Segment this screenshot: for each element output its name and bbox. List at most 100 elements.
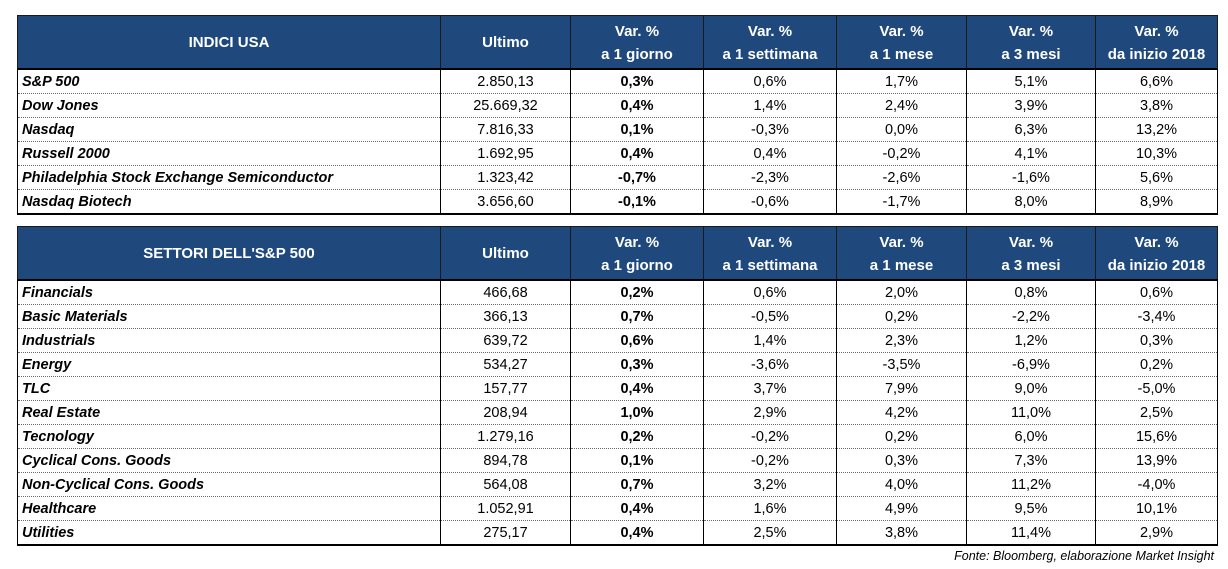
column-header-var-1w: Var. % a 1 settimana — [703, 226, 837, 281]
row-name-cell: Energy — [17, 352, 441, 377]
table-row: Non-Cyclical Cons. Goods 564,08 0,7% 3,2% 4,… — [17, 472, 1218, 497]
var-3-months-cell: -2,2% — [966, 304, 1096, 329]
var-1-day-cell: 0,4% — [570, 376, 704, 401]
var-1-month-cell: 3,8% — [836, 520, 967, 546]
table-row: TLC 157,77 0,4% 3,7% 7,9% 9,0% -5,0% — [17, 376, 1218, 401]
var-1-week-cell: 2,5% — [703, 520, 837, 546]
last-value-cell: 466,68 — [440, 280, 571, 305]
table-row: Dow Jones 25.669,32 0,4% 1,4% 2,4% 3,9% 3,8% — [17, 93, 1218, 118]
var-ytd-cell: 15,6% — [1095, 424, 1218, 449]
row-name-cell: Non-Cyclical Cons. Goods — [17, 472, 441, 497]
last-value-cell: 1.279,16 — [440, 424, 571, 449]
row-name-cell: Industrials — [17, 328, 441, 353]
table-body: Financials 466,68 0,2% 0,6% 2,0% 0,8% 0,6% Basi… — [17, 280, 1218, 546]
last-value-cell: 7.816,33 — [440, 117, 571, 142]
var-3-months-cell: 3,9% — [966, 93, 1096, 118]
var-3-months-cell: 0,8% — [966, 280, 1096, 305]
var-3-months-cell: -6,9% — [966, 352, 1096, 377]
var-3-months-cell: 7,3% — [966, 448, 1096, 473]
table-row: Energy 534,27 0,3% -3,6% -3,5% -6,9% 0,2% — [17, 352, 1218, 377]
var-1-day-cell: 0,1% — [570, 448, 704, 473]
column-header-var-3m: Var. % a 3 mesi — [966, 15, 1096, 70]
var-1-week-cell: 3,7% — [703, 376, 837, 401]
table-row: Cyclical Cons. Goods 894,78 0,1% -0,2% 0,3% 7… — [17, 448, 1218, 473]
var-ytd-cell: 0,3% — [1095, 328, 1218, 353]
last-value-cell: 1.323,42 — [440, 165, 571, 190]
var-ytd-cell: 0,6% — [1095, 280, 1218, 305]
var-ytd-cell: 3,8% — [1095, 93, 1218, 118]
var-1-month-cell: -2,6% — [836, 165, 967, 190]
var-ytd-cell: -3,4% — [1095, 304, 1218, 329]
table-row: Nasdaq Biotech 3.656,60 -0,1% -0,6% -1,7% 8,0… — [17, 189, 1218, 215]
table-row: Nasdaq 7.816,33 0,1% -0,3% 0,0% 6,3% 13,2% — [17, 117, 1218, 142]
last-value-cell: 564,08 — [440, 472, 571, 497]
column-header-var-1m: Var. % a 1 mese — [836, 226, 967, 281]
var-1-week-cell: -0,6% — [703, 189, 837, 215]
table-title: SETTORI DELL'S&P 500 — [17, 226, 441, 281]
table-row: Real Estate 208,94 1,0% 2,9% 4,2% 11,0% 2,5% — [17, 400, 1218, 425]
row-name-cell: Philadelphia Stock Exchange Semiconducto… — [17, 165, 441, 190]
last-value-cell: 208,94 — [440, 400, 571, 425]
var-1-week-cell: -3,6% — [703, 352, 837, 377]
var-1-month-cell: 2,4% — [836, 93, 967, 118]
var-3-months-cell: 11,4% — [966, 520, 1096, 546]
var-ytd-cell: 8,9% — [1095, 189, 1218, 215]
source-note: Fonte: Bloomberg, elaborazione Market In… — [954, 549, 1214, 563]
row-name-cell: Financials — [17, 280, 441, 305]
var-ytd-cell: 13,2% — [1095, 117, 1218, 142]
row-name-cell: Nasdaq — [17, 117, 441, 142]
table-row: Utilities 275,17 0,4% 2,5% 3,8% 11,4% 2,9% — [17, 520, 1218, 546]
var-1-week-cell: -0,2% — [703, 448, 837, 473]
var-1-day-cell: 0,6% — [570, 328, 704, 353]
column-header-var-1m: Var. % a 1 mese — [836, 15, 967, 70]
var-1-month-cell: 4,2% — [836, 400, 967, 425]
table-row: Tecnology 1.279,16 0,2% -0,2% 0,2% 6,0% 15,6% — [17, 424, 1218, 449]
var-1-day-cell: 0,2% — [570, 424, 704, 449]
last-value-cell: 366,13 — [440, 304, 571, 329]
var-1-week-cell: -0,2% — [703, 424, 837, 449]
last-value-cell: 275,17 — [440, 520, 571, 546]
var-1-month-cell: 4,0% — [836, 472, 967, 497]
var-ytd-cell: 0,2% — [1095, 352, 1218, 377]
table-body: S&P 500 2.850,13 0,3% 0,6% 1,7% 5,1% 6,6% Dow J… — [17, 69, 1218, 215]
var-1-day-cell: -0,1% — [570, 189, 704, 215]
var-ytd-cell: 10,3% — [1095, 141, 1218, 166]
var-1-day-cell: 0,1% — [570, 117, 704, 142]
last-value-cell: 534,27 — [440, 352, 571, 377]
var-ytd-cell: 13,9% — [1095, 448, 1218, 473]
var-1-month-cell: 0,3% — [836, 448, 967, 473]
var-1-day-cell: 0,7% — [570, 304, 704, 329]
last-value-cell: 25.669,32 — [440, 93, 571, 118]
last-value-cell: 157,77 — [440, 376, 571, 401]
var-3-months-cell: 1,2% — [966, 328, 1096, 353]
var-1-month-cell: 1,7% — [836, 69, 967, 94]
row-name-cell: Nasdaq Biotech — [17, 189, 441, 215]
us-indices-table: INDICI USA Ultimo Var. % a 1 giorno Var. … — [17, 15, 1218, 215]
var-1-day-cell: 0,4% — [570, 496, 704, 521]
var-ytd-cell: -5,0% — [1095, 376, 1218, 401]
var-3-months-cell: 11,0% — [966, 400, 1096, 425]
row-name-cell: TLC — [17, 376, 441, 401]
last-value-cell: 639,72 — [440, 328, 571, 353]
table-row: Healthcare 1.052,91 0,4% 1,6% 4,9% 9,5% 10,1% — [17, 496, 1218, 521]
var-1-month-cell: 0,0% — [836, 117, 967, 142]
var-3-months-cell: 6,0% — [966, 424, 1096, 449]
last-value-cell: 894,78 — [440, 448, 571, 473]
table-row: Philadelphia Stock Exchange Semiconducto… — [17, 165, 1218, 190]
table-header: SETTORI DELL'S&P 500 Ultimo Var. % a 1 gi… — [17, 226, 1218, 281]
column-header-var-ytd: Var. % da inizio 2018 — [1095, 226, 1218, 281]
var-3-months-cell: 6,3% — [966, 117, 1096, 142]
table-title: INDICI USA — [17, 15, 441, 70]
last-value-cell: 3.656,60 — [440, 189, 571, 215]
table-row: Industrials 639,72 0,6% 1,4% 2,3% 1,2% 0,3% — [17, 328, 1218, 353]
row-name-cell: Basic Materials — [17, 304, 441, 329]
var-3-months-cell: 9,5% — [966, 496, 1096, 521]
var-1-day-cell: -0,7% — [570, 165, 704, 190]
column-header-var-1d: Var. % a 1 giorno — [570, 226, 704, 281]
column-header-last: Ultimo — [440, 15, 571, 70]
row-name-cell: Tecnology — [17, 424, 441, 449]
row-name-cell: Real Estate — [17, 400, 441, 425]
var-1-day-cell: 0,2% — [570, 280, 704, 305]
table-row: Financials 466,68 0,2% 0,6% 2,0% 0,8% 0,6% — [17, 280, 1218, 305]
var-3-months-cell: 4,1% — [966, 141, 1096, 166]
